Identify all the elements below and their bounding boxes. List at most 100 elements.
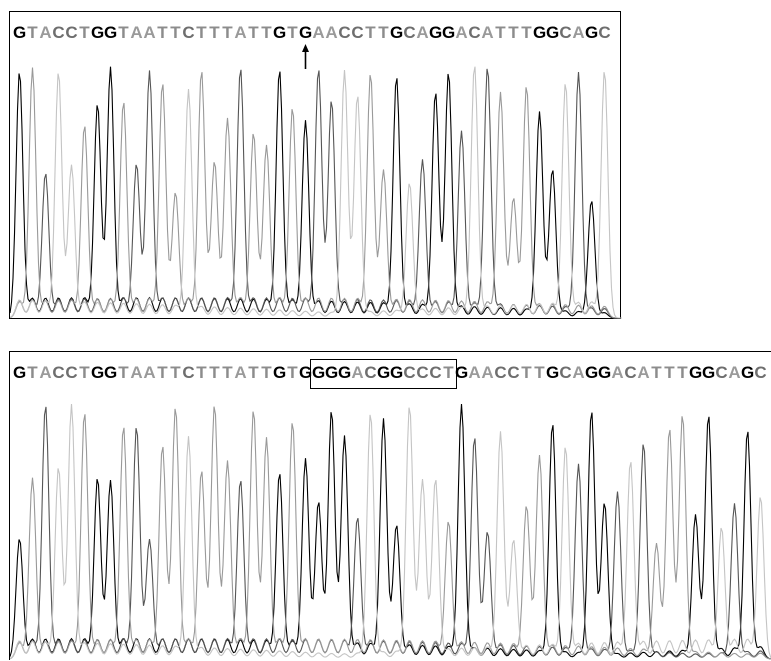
trace-line-t — [10, 67, 622, 319]
base-letter: C — [182, 363, 195, 382]
base-letter: C — [52, 23, 65, 42]
base-letter: A — [234, 23, 247, 42]
chromatogram-panel-top: GTACCTGGTAAT TCT T TAT TGTGAACCT TGCAGGACAT T T… — [9, 11, 622, 319]
base-letter: T — [365, 23, 376, 42]
base-letter: T — [79, 363, 90, 382]
base-letter: G — [273, 23, 287, 42]
base-letter: A — [130, 23, 143, 42]
base-letter: G — [13, 363, 27, 382]
base-letter: C — [429, 363, 442, 382]
base-letter: C — [468, 23, 481, 42]
base-letter: C — [364, 363, 377, 382]
base-letter: T — [534, 363, 545, 382]
mutation-site-arrow — [302, 44, 309, 69]
base-letter: G — [104, 23, 118, 42]
base-letter: A — [572, 363, 585, 382]
trace-line-a — [10, 406, 771, 660]
base-letter: A — [481, 23, 494, 42]
sequence-label-top: GTACCTGGTAAT TCT T TAT TGTGAACCT TGCAGGACAT T T… — [13, 22, 611, 44]
base-letter: A — [611, 363, 624, 382]
base-letter: C — [559, 23, 572, 42]
base-letter: T — [209, 363, 220, 382]
base-letter: T — [508, 23, 519, 42]
base-letter: T — [222, 363, 233, 382]
base-letter: T — [209, 23, 220, 42]
base-letter: G — [741, 363, 755, 382]
base-letter: C — [416, 363, 429, 382]
base-letter: G — [299, 363, 313, 382]
base-letter: C — [598, 23, 611, 42]
base-letter: C — [52, 363, 65, 382]
base-letter: A — [455, 23, 468, 42]
base-letter: T — [664, 363, 675, 382]
base-letter: T — [79, 23, 90, 42]
base-letter: G — [585, 23, 599, 42]
base-letter: T — [495, 23, 506, 42]
base-letter: T — [248, 23, 259, 42]
base-letter: T — [287, 23, 298, 42]
base-letter: T — [196, 363, 207, 382]
base-letter: G — [104, 363, 118, 382]
base-letter: G — [13, 23, 27, 42]
trace-line-c — [10, 66, 622, 319]
base-letter: C — [754, 363, 767, 382]
base-letter: T — [27, 363, 38, 382]
base-letter: C — [182, 23, 195, 42]
base-letter: T — [521, 363, 532, 382]
base-letter: A — [481, 363, 494, 382]
base-letter: G — [390, 363, 404, 382]
base-letter: A — [234, 363, 247, 382]
base-letter: G — [585, 363, 599, 382]
trace-line-c — [10, 403, 771, 660]
base-letter: G — [325, 363, 339, 382]
base-letter: A — [39, 363, 52, 382]
base-letter: T — [170, 363, 181, 382]
base-letter: T — [196, 23, 207, 42]
base-letter: T — [287, 363, 298, 382]
base-letter: C — [65, 23, 78, 42]
base-letter: C — [494, 363, 507, 382]
base-letter: A — [130, 363, 143, 382]
base-letter: T — [170, 23, 181, 42]
base-letter: C — [351, 23, 364, 42]
base-letter: A — [468, 363, 481, 382]
base-letter: T — [27, 23, 38, 42]
base-letter: A — [416, 23, 429, 42]
base-letter: C — [65, 363, 78, 382]
insertion-highlight-box — [310, 359, 457, 389]
base-letter: A — [143, 23, 156, 42]
base-letter: A — [351, 363, 364, 382]
base-letter: T — [157, 23, 168, 42]
base-letter: G — [429, 23, 443, 42]
base-letter: G — [312, 363, 326, 382]
base-letter: G — [598, 363, 612, 382]
base-letter: G — [442, 23, 456, 42]
base-letter: G — [299, 23, 313, 42]
base-letter: C — [624, 363, 637, 382]
base-letter: G — [390, 23, 404, 42]
base-letter: C — [507, 363, 520, 382]
base-letter: T — [118, 23, 129, 42]
base-letter: G — [91, 23, 105, 42]
base-letter: A — [572, 23, 585, 42]
base-letter: G — [546, 363, 560, 382]
base-letter: C — [715, 363, 728, 382]
base-letter: T — [378, 23, 389, 42]
base-letter: T — [651, 363, 662, 382]
chromatogram-panel-bottom: GTACCTGGTAAT TCT T TAT TGTGGGGACGGCCCTGAACCT… — [9, 351, 771, 660]
base-letter: T — [248, 363, 259, 382]
base-letter: G — [533, 23, 547, 42]
base-letter: C — [403, 23, 416, 42]
base-letter: T — [118, 363, 129, 382]
base-letter: T — [261, 23, 272, 42]
base-letter: T — [521, 23, 532, 42]
base-letter: G — [455, 363, 469, 382]
base-letter: A — [728, 363, 741, 382]
chromatogram-trace-bottom — [10, 403, 771, 660]
base-letter: A — [325, 23, 338, 42]
base-letter: C — [559, 363, 572, 382]
trace-line-g — [10, 403, 771, 660]
base-letter: T — [677, 363, 688, 382]
base-letter: G — [338, 363, 352, 382]
base-letter: G — [702, 363, 716, 382]
